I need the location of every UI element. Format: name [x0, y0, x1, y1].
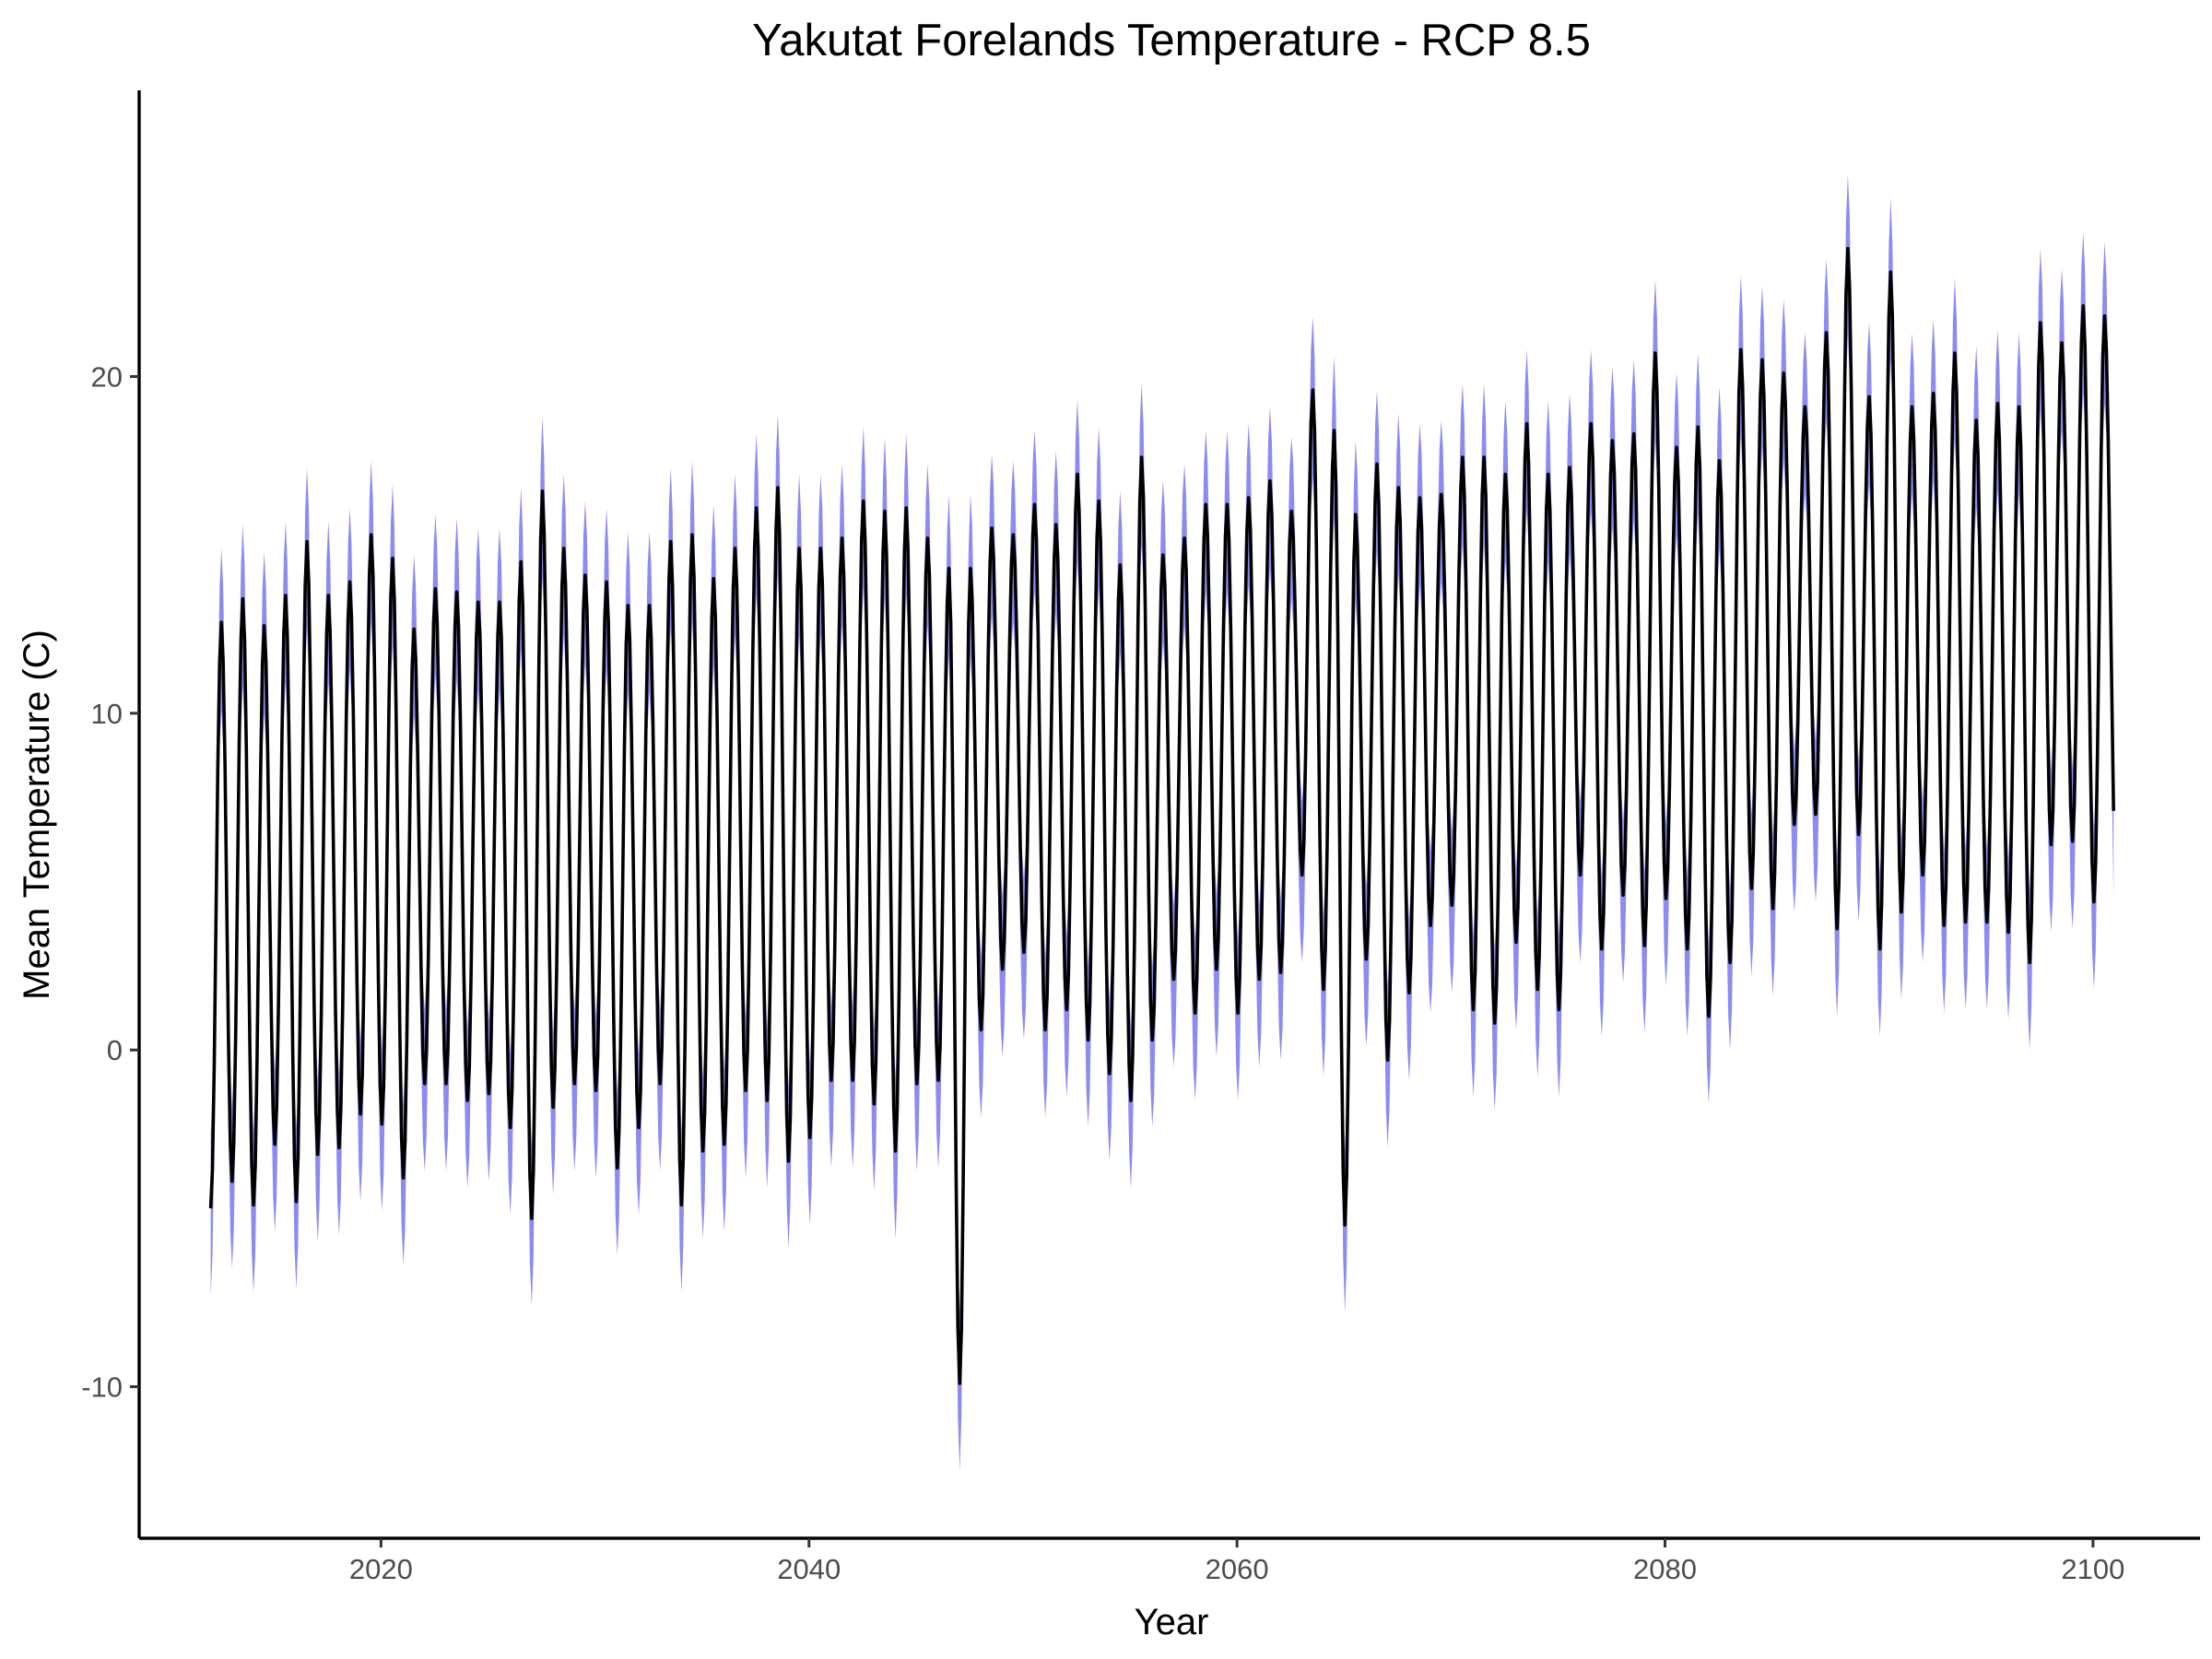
x-tick-label: 2040 — [777, 1553, 841, 1585]
x-tick-label: 2020 — [349, 1553, 413, 1585]
x-tick-label: 2100 — [2061, 1553, 2124, 1585]
x-axis-ticks: 2020 2040 2060 2080 2100 — [349, 1538, 2124, 1585]
plot-area — [208, 174, 2115, 1471]
y-tick-label: 10 — [91, 698, 123, 730]
x-tick-label: 2060 — [1206, 1553, 1269, 1585]
y-axis-title: Mean Temperature (C) — [17, 629, 57, 1000]
y-tick-label: -10 — [81, 1371, 123, 1404]
chart-title: Yakutat Forelands Temperature - RCP 8.5 — [752, 16, 1591, 65]
mean-temperature-line — [208, 246, 2115, 1385]
x-axis-title: Year — [1135, 1602, 1209, 1642]
x-tick-label: 2080 — [1633, 1553, 1697, 1585]
y-tick-label: 20 — [91, 361, 123, 394]
axes: 2020 2040 2060 2080 2100 -10 0 10 20 — [81, 90, 2200, 1585]
y-tick-label: 0 — [107, 1034, 123, 1066]
y-axis-ticks: -10 0 10 20 — [81, 361, 139, 1404]
